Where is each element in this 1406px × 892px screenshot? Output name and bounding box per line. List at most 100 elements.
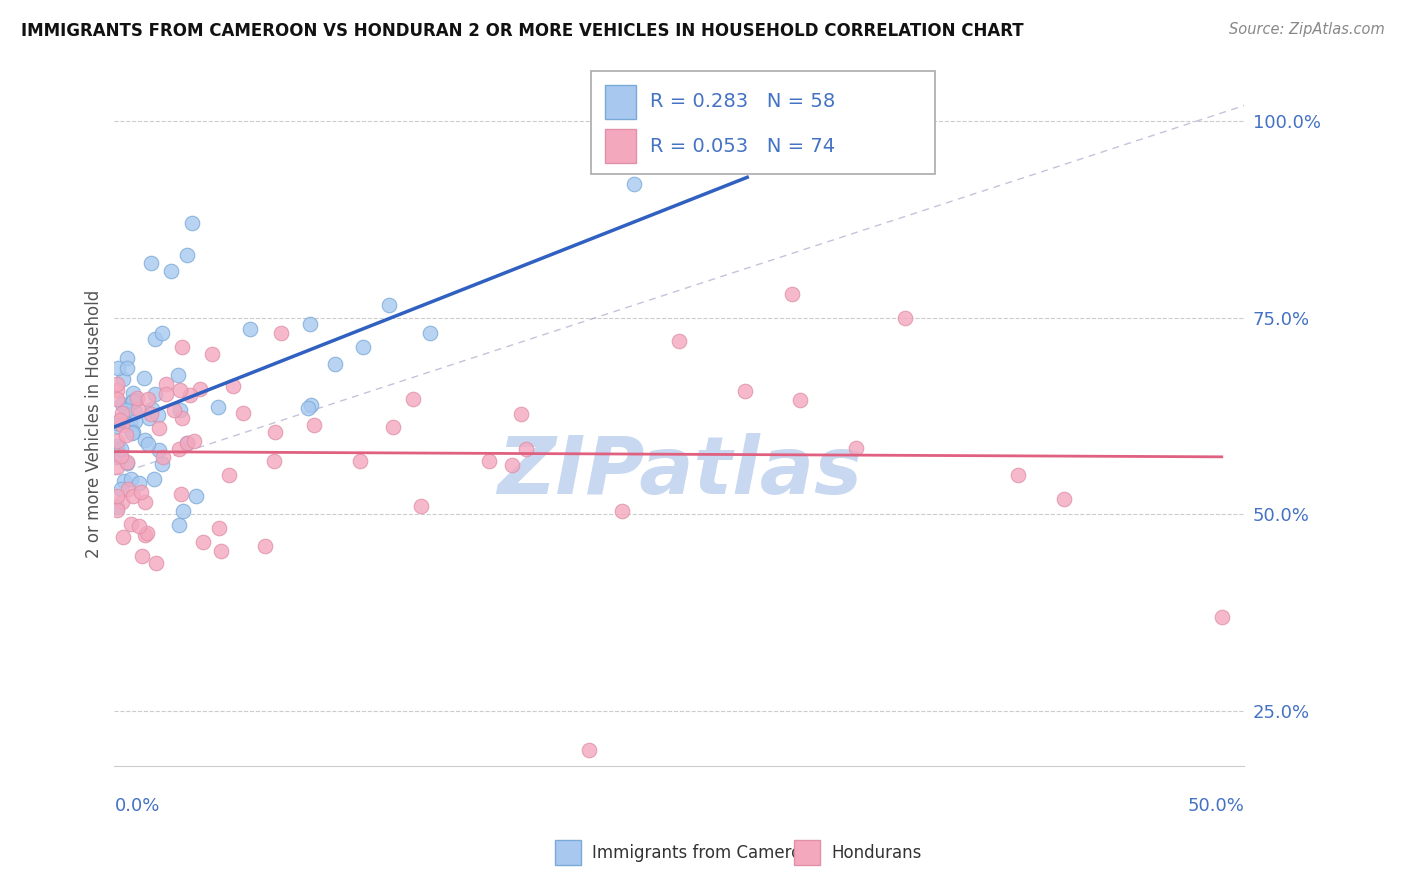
Point [117,483,139,497]
Point [150,457,173,471]
Point [253,539,276,553]
Point [176,436,198,450]
Point [121,489,143,503]
Point [105,489,128,503]
Point [105,416,128,430]
Point [207,401,229,415]
Point [299,398,322,412]
Text: 0.0%: 0.0% [114,797,160,814]
Point [148,420,170,434]
Point [110,442,132,457]
Point [117,351,139,365]
Point [169,442,191,456]
Point [409,499,432,513]
Point [105,439,128,453]
Point [218,467,240,482]
Point [127,402,149,417]
Point [155,376,177,391]
Point [110,413,132,427]
Point [734,384,756,398]
Point [188,382,211,396]
Text: R = 0.283   N = 58: R = 0.283 N = 58 [650,92,835,112]
Point [148,443,170,458]
Point [145,332,167,346]
Point [121,395,143,409]
Point [263,454,285,468]
Point [134,495,156,509]
Point [239,322,262,336]
Point [170,340,193,354]
Point [381,420,404,434]
Point [105,392,128,406]
Point [152,450,174,465]
Point [105,450,128,464]
Point [138,411,160,425]
Point [124,414,146,428]
Point [515,442,537,457]
Text: Source: ZipAtlas.com: Source: ZipAtlas.com [1229,22,1385,37]
Point [105,459,128,474]
Point [352,340,374,354]
Point [789,392,811,407]
Point [129,485,152,500]
Point [169,518,191,533]
Point [111,495,134,509]
Point [139,256,162,270]
Point [136,437,159,451]
Point [145,556,167,570]
Point [297,401,319,415]
Point [845,442,868,456]
Y-axis label: 2 or more Vehicles in Household: 2 or more Vehicles in Household [86,290,103,558]
Point [894,310,917,325]
Point [121,426,143,441]
Point [150,326,173,341]
Point [183,434,205,449]
Point [120,516,142,531]
Point [125,391,148,405]
Point [179,388,201,402]
Point [117,455,139,469]
Point [610,504,633,518]
Point [141,402,163,417]
Point [232,406,254,420]
Point [668,334,690,349]
Point [122,386,145,401]
Point [105,434,128,448]
Point [110,482,132,496]
Point [509,407,531,421]
Point [578,743,600,757]
Point [176,435,198,450]
Point [128,519,150,533]
Text: Immigrants from Cameroon: Immigrants from Cameroon [592,844,821,862]
Point [160,263,183,277]
Text: 50.0%: 50.0% [1188,797,1244,814]
Point [120,472,142,486]
Point [114,403,136,417]
Point [135,526,157,541]
Point [107,360,129,375]
Point [172,504,194,518]
Point [209,543,232,558]
Point [105,418,128,433]
Point [222,378,245,392]
Point [134,371,156,385]
Point [170,410,193,425]
Point [169,403,191,417]
Point [378,298,401,312]
Point [163,402,186,417]
Point [478,454,501,468]
Point [110,450,132,464]
Point [402,392,425,406]
Point [111,372,134,386]
Point [623,177,645,191]
Text: ZIPatlas: ZIPatlas [496,433,862,511]
Point [501,458,523,472]
Point [105,377,128,392]
Point [105,383,128,397]
Point [302,417,325,432]
Text: IMMIGRANTS FROM CAMEROON VS HONDURAN 2 OR MORE VEHICLES IN HOUSEHOLD CORRELATION: IMMIGRANTS FROM CAMEROON VS HONDURAN 2 O… [21,22,1024,40]
Point [419,326,441,340]
Point [142,472,165,486]
Point [124,405,146,419]
Point [169,383,191,397]
